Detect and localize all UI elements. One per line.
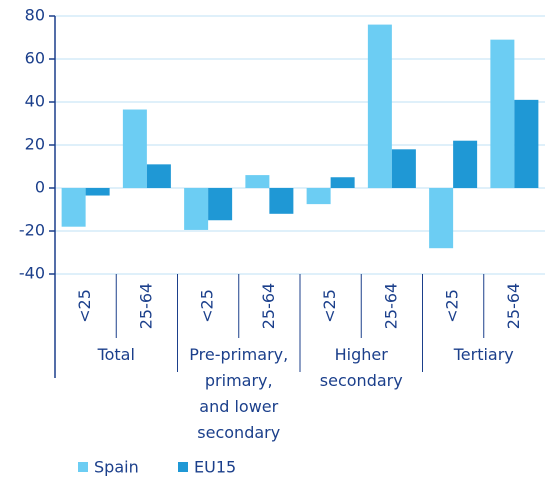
- group-label: Pre-primary, primary, and lower secondar…: [189, 345, 289, 442]
- x-tick-label: <25: [75, 289, 94, 323]
- bar: [61, 188, 86, 227]
- y-tick-label: -20: [19, 221, 45, 240]
- bar: [367, 24, 392, 188]
- y-tick-label: 20: [25, 135, 45, 154]
- group-label: Tertiary: [453, 345, 514, 364]
- y-tick-label: -40: [19, 264, 45, 283]
- bar: [208, 188, 233, 221]
- x-tick-label: <25: [443, 289, 462, 323]
- y-tick-label: 60: [25, 49, 45, 68]
- x-tick-label: 25-64: [136, 283, 155, 330]
- bar: [429, 188, 454, 249]
- bar: [330, 177, 355, 188]
- legend-label: Spain: [94, 458, 139, 477]
- y-tick-label: 0: [35, 178, 45, 197]
- bar: [306, 188, 331, 205]
- x-tick-label: 25-64: [259, 283, 278, 330]
- y-tick-label: 80: [25, 6, 45, 25]
- bar: [269, 188, 294, 214]
- bar: [122, 109, 147, 188]
- bar: [453, 140, 478, 188]
- legend-swatch: [178, 462, 188, 472]
- x-tick-label: 25-64: [504, 283, 523, 330]
- x-tick-label: <25: [198, 289, 217, 323]
- bar: [85, 188, 110, 196]
- x-tick-label: <25: [320, 289, 339, 323]
- y-tick-label: 40: [25, 92, 45, 111]
- bar: [146, 164, 171, 188]
- legend-swatch: [78, 462, 88, 472]
- bar: [245, 175, 270, 188]
- group-label: Total: [97, 345, 135, 364]
- bar: [184, 188, 209, 230]
- group-label: Higher secondary: [319, 345, 403, 390]
- legend-label: EU15: [194, 458, 236, 477]
- bar: [391, 149, 416, 188]
- x-tick-label: 25-64: [381, 283, 400, 330]
- bar: [514, 99, 539, 188]
- bar: [490, 39, 515, 189]
